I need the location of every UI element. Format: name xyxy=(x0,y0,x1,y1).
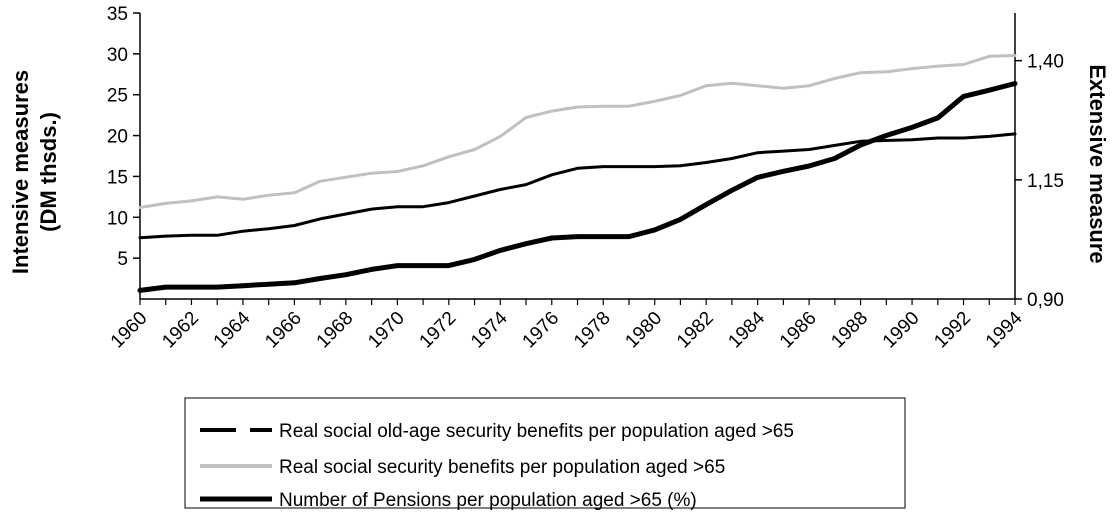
y-left-title-line-1: Intensive measures xyxy=(8,70,33,274)
x-tick-label: 1964 xyxy=(210,307,255,352)
x-tick-label: 1968 xyxy=(313,308,358,353)
x-tick-label: 1988 xyxy=(827,308,872,353)
x-tick-label: 1966 xyxy=(261,308,306,353)
series-line-1 xyxy=(138,132,1017,240)
x-tick-label: 1992 xyxy=(930,308,975,353)
x-tick-label: 1976 xyxy=(519,308,564,353)
series-line-2 xyxy=(138,54,1017,209)
x-tick-label: 1962 xyxy=(158,308,203,353)
x-tick-label: 1972 xyxy=(416,308,461,353)
legend: Real social old-age security benefits pe… xyxy=(184,397,906,511)
legend-label-2: Real social security benefits per popula… xyxy=(279,457,725,478)
y-left-tick-label: 15 xyxy=(107,167,128,188)
x-tick-label: 1980 xyxy=(621,308,666,353)
y-left-tick-label: 35 xyxy=(107,4,128,25)
x-tick-label: 1960 xyxy=(107,308,152,353)
y-left-tick-label: 20 xyxy=(107,127,128,148)
legend-label-3: Number of Pensions per population aged >… xyxy=(279,490,697,511)
y-right-tick-label: 1,15 xyxy=(1027,171,1064,192)
legend-label-1: Real social old-age security benefits pe… xyxy=(279,421,794,442)
x-tick-label: 1984 xyxy=(724,307,769,352)
x-tick-label: 1986 xyxy=(776,308,821,353)
legend-items: Real social old-age security benefits pe… xyxy=(200,421,794,511)
y-left-tick-label: 30 xyxy=(107,45,128,66)
y-left-title-line-2: (DM thsds.) xyxy=(36,112,61,232)
y-left-tick-label: 5 xyxy=(117,249,128,270)
y-left-tick-label: 25 xyxy=(107,86,128,107)
y-right-title: Extensive measure xyxy=(1085,64,1110,263)
x-tick-label: 1982 xyxy=(673,308,718,353)
series-line-3 xyxy=(137,81,1018,293)
y-left-title: Intensive measures (DM thsds.) xyxy=(8,70,61,274)
x-tick-label: 1978 xyxy=(570,308,615,353)
y-left-tick-label: 10 xyxy=(107,208,128,229)
axes xyxy=(133,12,1022,305)
y-right-tick-label: 1,40 xyxy=(1027,52,1064,73)
y-right-tick-label: 0,90 xyxy=(1027,290,1064,311)
x-tick-label: 1994 xyxy=(982,307,1027,352)
x-tick-label: 1970 xyxy=(364,308,409,353)
series-layer xyxy=(137,54,1018,293)
x-tick-label: 1974 xyxy=(467,307,512,352)
legend-box xyxy=(184,397,906,509)
x-tick-label: 1990 xyxy=(879,308,924,353)
